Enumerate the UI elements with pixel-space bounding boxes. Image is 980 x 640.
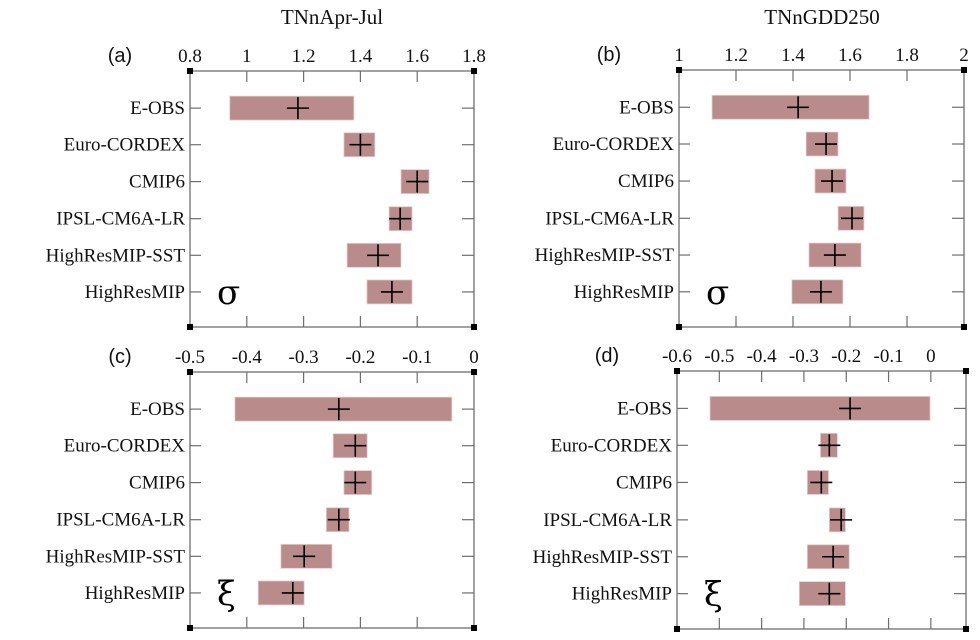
plot-frame <box>676 370 967 630</box>
frame-corner-marker <box>471 324 477 330</box>
x-tick-label: -0.3 <box>789 346 819 367</box>
category-label: IPSL-CM6A-LR <box>56 209 185 230</box>
x-tick-label: -0.1 <box>874 346 904 367</box>
frame-corner-marker <box>963 368 969 374</box>
parameter-symbol: σ <box>706 273 729 313</box>
category-label: Euro-CORDEX <box>64 135 186 156</box>
panel-b: (b) 1 1.2 1.4 1.6 1.8 2 E-OBS Euro-CORDEX CMIP6 IP… <box>535 44 969 330</box>
frame-corner-marker <box>187 68 193 74</box>
panel-d: (d) -0.6 -0.5 -0.4 -0.3 -0.2 -0.1 0 E-OBS Euro-CO… <box>533 345 969 632</box>
x-tick-label: 1.4 <box>349 46 373 67</box>
frame-corner-marker <box>187 324 193 330</box>
x-tick-label: -0.1 <box>402 347 432 368</box>
panel-c: (c) -0.5 -0.4 -0.3 -0.2 -0.1 0 E-OBS Euro-CORDEX… <box>46 346 479 631</box>
x-tick-label: 0.8 <box>178 46 202 67</box>
x-tick-label: 1.6 <box>405 46 429 67</box>
category-label: Euro-CORDEX <box>551 435 673 456</box>
category-label: E-OBS <box>619 97 674 118</box>
category-label: HighResMIP-SST <box>533 547 673 568</box>
frame-corner-marker <box>963 626 969 632</box>
category-label: CMIP6 <box>129 473 185 494</box>
category-label: Euro-CORDEX <box>553 134 675 155</box>
category-label: HighResMIP-SST <box>535 245 675 266</box>
category-label: IPSL-CM6A-LR <box>543 510 672 531</box>
x-tick-label: 1.8 <box>462 46 486 67</box>
category-label: IPSL-CM6A-LR <box>56 510 185 531</box>
frame-corner-marker <box>676 324 682 330</box>
category-label: HighResMIP <box>572 584 672 605</box>
x-tick-label: 1.6 <box>838 45 862 66</box>
category-label: HighResMIP-SST <box>46 546 186 567</box>
x-tick-label: -0.4 <box>747 346 778 367</box>
category-label: HighResMIP <box>85 282 185 303</box>
category-label: E-OBS <box>130 98 185 119</box>
x-tick-label: -0.3 <box>289 347 319 368</box>
x-tick-label: 1 <box>674 45 684 66</box>
interval-bar <box>709 396 931 421</box>
frame-corner-marker <box>961 67 967 73</box>
panel-label: (c) <box>108 346 131 368</box>
category-label: IPSL-CM6A-LR <box>545 208 674 229</box>
frame-corner-marker <box>187 625 193 631</box>
x-tick-label: 1.4 <box>781 45 805 66</box>
x-tick-label: 1.8 <box>895 45 919 66</box>
column-title-right: TNnGDD250 <box>764 5 880 29</box>
panel-a: (a) 0.8 1 1.2 1.4 1.6 1.8 E-OBS Euro-CORDEX CMIP6… <box>46 45 486 330</box>
frame-corner-marker <box>471 68 477 74</box>
x-tick-label: 0 <box>469 347 479 368</box>
x-tick-label: -0.4 <box>232 347 263 368</box>
category-label: HighResMIP <box>85 583 185 604</box>
panel-label: (a) <box>108 45 132 67</box>
frame-corner-marker <box>187 369 193 375</box>
x-tick-label: 1 <box>242 46 252 67</box>
column-title-left: TNnApr-Jul <box>281 5 383 29</box>
category-label: HighResMIP-SST <box>46 245 186 266</box>
x-tick-label: -0.2 <box>345 347 375 368</box>
x-tick-label: 0 <box>926 346 936 367</box>
category-label: Euro-CORDEX <box>64 436 186 457</box>
frame-corner-marker <box>674 626 680 632</box>
category-label: CMIP6 <box>129 172 185 193</box>
category-label: CMIP6 <box>616 472 672 493</box>
frame-corner-marker <box>471 369 477 375</box>
panel-label: (b) <box>597 44 621 66</box>
frame-corner-marker <box>676 67 682 73</box>
x-tick-label: 1.2 <box>724 45 748 66</box>
parameter-symbol: σ <box>217 273 240 313</box>
frame-corner-marker <box>471 625 477 631</box>
plot-frame <box>189 70 475 328</box>
x-tick-label: -0.5 <box>704 346 734 367</box>
category-label: CMIP6 <box>618 171 674 192</box>
plot-frame <box>678 69 965 328</box>
x-tick-label: 1.2 <box>292 46 316 67</box>
category-label: HighResMIP <box>574 282 674 303</box>
category-label: E-OBS <box>130 399 185 420</box>
plot-frame <box>189 371 475 629</box>
x-tick-label: -0.2 <box>831 346 861 367</box>
frame-corner-marker <box>674 368 680 374</box>
panel-label: (d) <box>595 345 619 367</box>
x-tick-label: -0.5 <box>175 347 205 368</box>
frame-corner-marker <box>961 324 967 330</box>
x-tick-label: 2 <box>959 45 969 66</box>
x-tick-label: -0.6 <box>662 346 692 367</box>
parameter-symbol: ξ <box>704 575 723 615</box>
parameter-symbol: ξ <box>217 574 236 614</box>
category-label: E-OBS <box>617 398 672 419</box>
